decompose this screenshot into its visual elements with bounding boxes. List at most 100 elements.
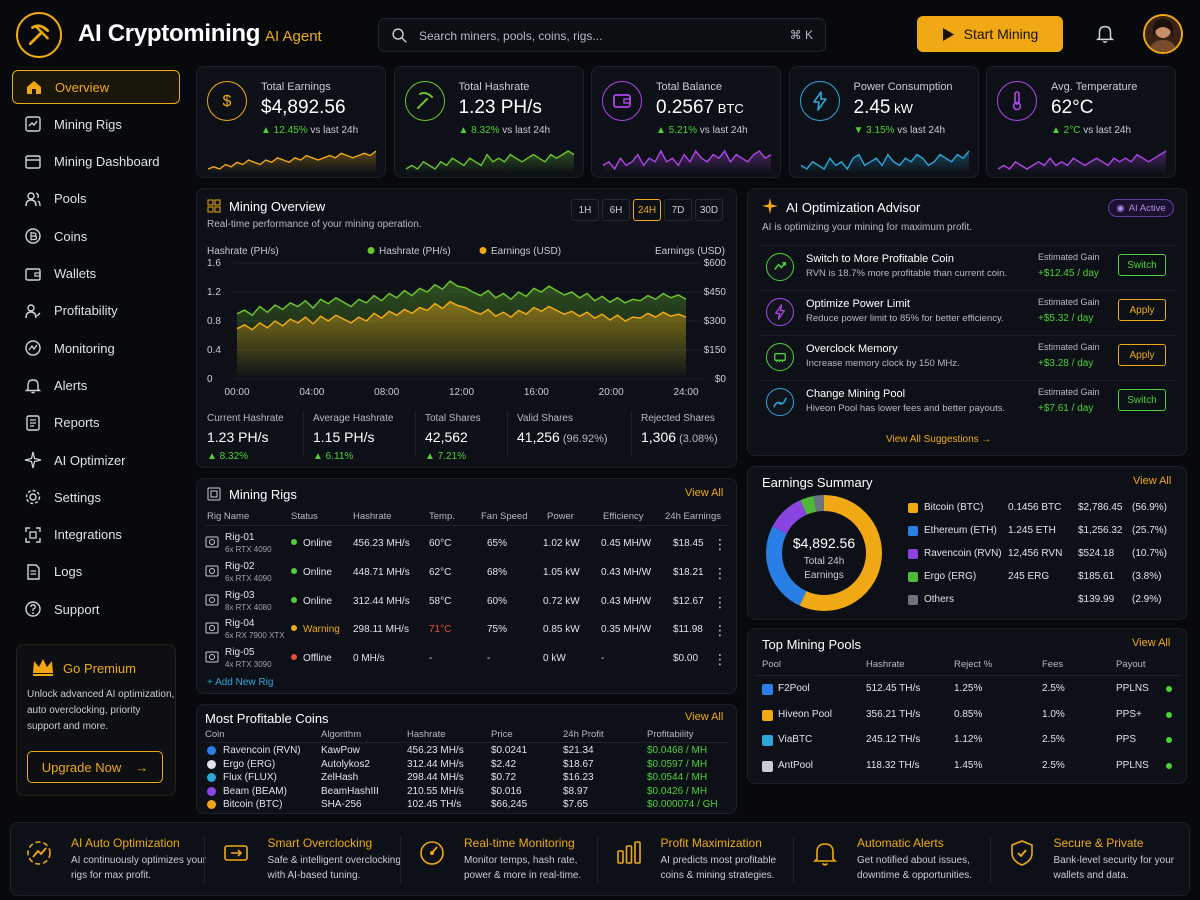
crown-icon (33, 659, 53, 676)
table-row[interactable]: Flux (FLUX) ZelHash 298.44 MH/s $0.72 $16.23… (197, 772, 737, 785)
rig-fan: - (487, 653, 491, 665)
rig-status: Online (291, 538, 332, 549)
table-row[interactable]: Ravencoin (RVN) KawPow 456.23 MH/s $0.0241 $… (197, 745, 737, 758)
donut-slice (800, 495, 817, 515)
sidebar-item-monitoring[interactable]: Monitoring (12, 331, 180, 365)
sidebar-item-label: Alerts (54, 377, 88, 393)
table-row[interactable]: Hiveon Pool 356.21 TH/s 0.85% 1.0% PPS+ (748, 709, 1188, 727)
search-input[interactable] (419, 25, 749, 47)
home-icon (25, 78, 43, 96)
donut-slice (766, 526, 807, 606)
sidebar-item-reports[interactable]: Reports (12, 406, 180, 440)
table-row[interactable]: Beam (BEAM) BeamHashIII 210.55 MH/s $0.016 $… (197, 786, 737, 799)
rig-fan: 75% (487, 624, 508, 636)
rig-earn: $18.45 (673, 538, 704, 549)
coins-view-all-link[interactable]: View All (685, 711, 724, 723)
sidebar-item-mining-dashboard[interactable]: Mining Dashboard (12, 145, 180, 179)
switch-button[interactable]: Switch (1118, 254, 1166, 276)
switch-button[interactable]: Switch (1118, 389, 1166, 411)
coin-icon (24, 227, 42, 245)
rigs-view-all-link[interactable]: View All (685, 487, 724, 499)
pool-fees: 2.5% (1042, 759, 1065, 771)
coin-icon (207, 786, 216, 796)
add-rig-link[interactable]: + Add New Rig (207, 677, 274, 688)
pool-payout: PPLNS (1116, 683, 1149, 694)
sidebar-item-alerts[interactable]: Alerts (12, 368, 180, 402)
rig-fan: 68% (487, 566, 508, 578)
start-mining-button[interactable]: Start Mining (917, 16, 1063, 52)
more-options-icon[interactable]: ⋮ (713, 536, 727, 552)
more-options-icon[interactable]: ⋮ (713, 651, 727, 668)
earnings-view-all-link[interactable]: View All (1133, 475, 1172, 487)
apply-button[interactable]: Apply (1118, 299, 1166, 321)
divider (507, 411, 508, 455)
coins-column-header: 24h Profit (563, 729, 604, 740)
pool-name: Hiveon Pool (778, 708, 832, 720)
legend-marker (367, 247, 375, 254)
search-bar: ⌘ K (378, 18, 826, 52)
divider (415, 411, 416, 455)
coin-algo: Autolykos2 (321, 758, 370, 770)
coin-algo: BeamHashIII (321, 785, 379, 797)
table-row[interactable]: Bitcoin (BTC) SHA-256 102.45 TH/s $66,245 $7… (197, 799, 737, 812)
kpi-average-hashrate: Average Hashrate 1.15 PH/s ▲ 6.11% (313, 413, 394, 462)
rig-power: 0 kW (543, 653, 566, 665)
range-30d[interactable]: 30D (695, 199, 723, 221)
gpu-icon (205, 650, 219, 664)
status-dot (1166, 711, 1172, 718)
y2-tick-label: $0 (715, 374, 727, 385)
rigs-column-header: Efficiency (603, 511, 644, 522)
table-row[interactable]: Rig-02 6x RTX 4090 Online 448.71 MH/s 62°C 68… (197, 560, 737, 586)
table-row[interactable]: ViaBTC 245.12 TH/s 1.12% 2.5% PPS (748, 734, 1188, 752)
rig-gpu: 8x RTX 4080 (225, 602, 272, 612)
range-24h[interactable]: 24H (633, 199, 661, 221)
table-row[interactable]: F2Pool 512.45 TH/s 1.25% 2.5% PPLNS (748, 683, 1188, 701)
rigs-column-header: Rig Name (207, 511, 250, 522)
more-options-icon[interactable]: ⋮ (713, 622, 727, 639)
user-avatar[interactable] (1143, 14, 1183, 54)
table-row[interactable]: Ergo (ERG) Autolykos2 312.44 MH/s $2.42 $18.… (197, 759, 737, 772)
donut-slice (799, 495, 882, 611)
y-tick-label: 0.4 (207, 345, 221, 356)
status-dot (291, 567, 297, 574)
table-row[interactable]: Rig-04 6x RX 7900 XTX Warning 298.11 MH/s 71… (197, 617, 737, 643)
sidebar-item-logs[interactable]: Logs (12, 555, 180, 589)
alert-bell-icon (809, 837, 841, 869)
pools-column-header: Payout (1116, 659, 1146, 670)
table-row[interactable]: Rig-05 4x RTX 3090 Offline 0 MH/s - - 0 kW - $0.… (197, 646, 737, 672)
coin-icon (207, 773, 216, 782)
rig-temp: 71°C (429, 624, 452, 636)
rigs-column-header: 24h Earnings (665, 511, 721, 522)
more-options-icon[interactable]: ⋮ (713, 593, 727, 610)
pools-view-all-link[interactable]: View All (1132, 637, 1171, 649)
sidebar-item-wallets[interactable]: Wallets (12, 257, 180, 291)
range-6h[interactable]: 6H (602, 199, 630, 221)
range-1h[interactable]: 1H (571, 199, 599, 221)
gpu-icon (205, 535, 219, 549)
coins-column-header: Price (491, 729, 513, 740)
sidebar-item-support[interactable]: Support (12, 592, 180, 626)
notifications-icon[interactable] (1094, 22, 1116, 44)
range-7d[interactable]: 7D (664, 199, 692, 221)
sidebar-item-pools[interactable]: Pools (12, 182, 180, 216)
rig-gpu: 4x RTX 3090 (225, 660, 272, 670)
table-row[interactable]: Rig-01 6x RTX 4090 Online 456.23 MH/s 60°C 65… (197, 531, 737, 557)
suggestion-overclock-memory: Overclock Memory Increase memory clock by… (760, 335, 1176, 375)
sidebar-item-settings[interactable]: Settings (12, 480, 180, 514)
sidebar-item-ai-optimizer[interactable]: AI Optimizer (12, 443, 180, 477)
view-all-suggestions-link[interactable]: View All Suggestions → (886, 434, 992, 445)
feature-profit-maximization: Profit Maximization AI predicts most prof… (601, 823, 797, 897)
table-row[interactable]: AntPool 118.32 TH/s 1.45% 2.5% PPLNS (748, 760, 1188, 778)
coin-algo: ZelHash (321, 772, 359, 783)
upgrade-button[interactable]: Upgrade Now → (27, 751, 163, 783)
sidebar-item-coins[interactable]: Coins (12, 219, 180, 253)
legend-swatch (908, 572, 918, 582)
sidebar-item-overview[interactable]: Overview (12, 70, 180, 104)
sidebar-item-mining-rigs[interactable]: Mining Rigs (12, 107, 180, 141)
sidebar-item-profitability[interactable]: Profitability (12, 294, 180, 328)
sidebar-item-integrations[interactable]: Integrations (12, 518, 180, 552)
pools-column-header: Pool (762, 659, 782, 670)
table-row[interactable]: Rig-03 8x RTX 4080 Online 312.44 MH/s 58°C 60… (197, 589, 737, 615)
more-options-icon[interactable]: ⋮ (713, 564, 727, 581)
apply-button[interactable]: Apply (1118, 344, 1166, 366)
